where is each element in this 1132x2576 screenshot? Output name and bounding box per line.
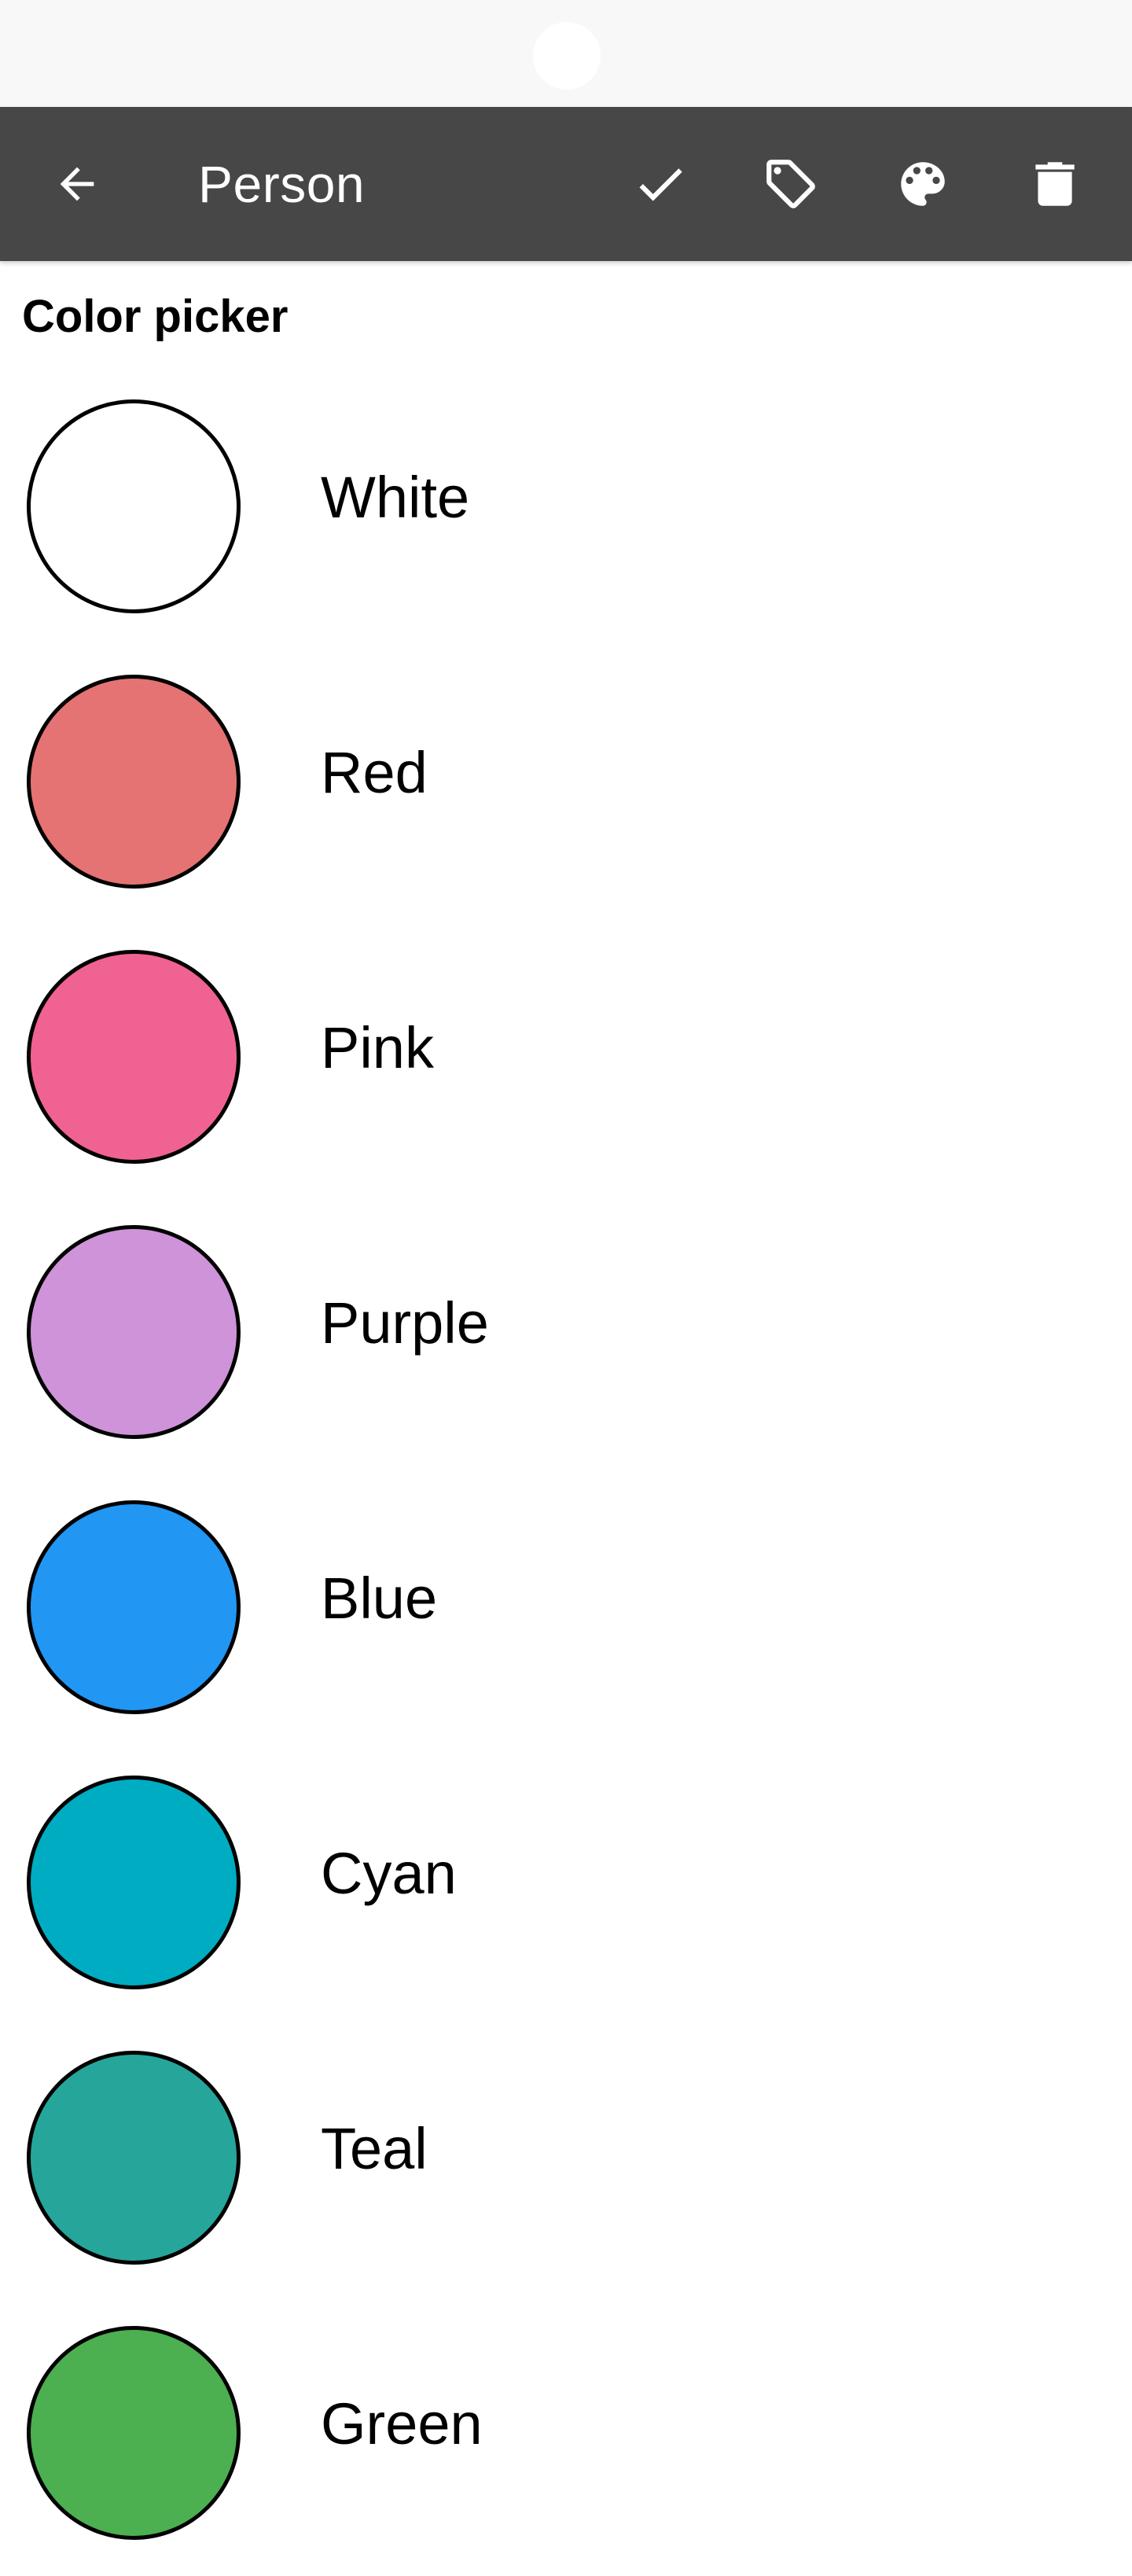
color-swatch[interactable] — [27, 399, 241, 613]
delete-button[interactable] — [1006, 135, 1104, 233]
color-label: Green — [321, 2391, 483, 2456]
color-swatch[interactable] — [27, 1500, 241, 1714]
save-button[interactable] — [612, 135, 709, 233]
color-option-pink[interactable]: Pink — [0, 925, 1132, 1200]
color-option-red[interactable]: Red — [0, 650, 1132, 925]
tag-icon — [766, 160, 815, 208]
color-swatch[interactable] — [27, 1225, 241, 1439]
color-swatch[interactable] — [27, 950, 241, 1164]
section-title: Color picker — [22, 291, 289, 342]
color-swatch[interactable] — [27, 675, 241, 889]
check-icon — [639, 168, 682, 201]
color-label: Purple — [321, 1290, 489, 1356]
back-button[interactable] — [28, 135, 126, 233]
color-label: Cyan — [321, 1841, 457, 1906]
top-app-bar: Person — [0, 107, 1132, 261]
color-option-white[interactable]: White — [0, 374, 1132, 650]
palette-icon — [901, 162, 945, 206]
color-label: White — [321, 465, 470, 530]
color-option-purple[interactable]: Purple — [0, 1200, 1132, 1475]
color-swatch[interactable] — [27, 2326, 241, 2540]
camera-cutout — [533, 22, 601, 90]
color-option-cyan[interactable]: Cyan — [0, 1750, 1132, 2026]
color-option-green[interactable]: Green — [0, 2301, 1132, 2576]
labels-button[interactable] — [742, 135, 840, 233]
color-label: Blue — [321, 1566, 438, 1631]
color-label: Pink — [321, 1015, 434, 1080]
color-swatch[interactable] — [27, 2051, 241, 2265]
color-palette-button[interactable] — [874, 135, 972, 233]
color-option-blue[interactable]: Blue — [0, 1475, 1132, 1750]
color-label: Red — [321, 740, 428, 805]
status-bar — [0, 0, 1132, 107]
arrow-back-icon — [60, 167, 94, 201]
color-list: White Red Pink Purple Blue Cyan Teal Gre… — [0, 374, 1132, 2576]
color-option-teal[interactable]: Teal — [0, 2026, 1132, 2301]
color-label: Teal — [321, 2116, 428, 2181]
page-title: Person — [198, 155, 366, 213]
color-swatch[interactable] — [27, 1776, 241, 1989]
trash-icon — [1035, 162, 1075, 206]
